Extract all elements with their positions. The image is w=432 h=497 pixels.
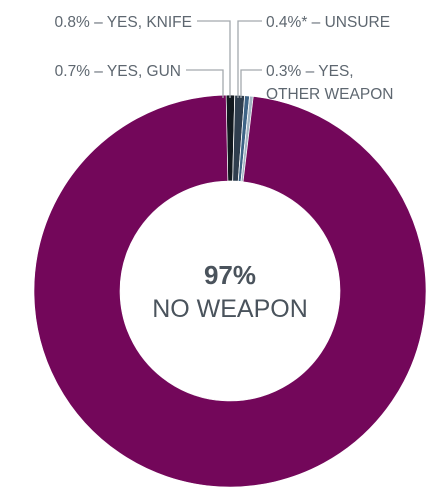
center-value: 97% <box>204 260 256 290</box>
label-gun: 0.7% – YES, GUN <box>55 63 181 80</box>
label-knife: 0.8% – YES, KNIFE <box>54 14 192 31</box>
center-label: NO WEAPON <box>152 295 308 323</box>
leader-other <box>240 69 262 98</box>
slice-no-weapon <box>33 94 427 488</box>
leader-knife <box>197 20 231 98</box>
leader-gun <box>186 69 224 98</box>
donut-slices <box>33 94 427 488</box>
label-unsure: 0.4%* – UNSURE <box>266 14 390 31</box>
leader-unsure <box>237 20 262 98</box>
label-other-line1: 0.3% – YES, <box>266 63 354 80</box>
label-other-line2: OTHER WEAPON <box>266 86 393 103</box>
